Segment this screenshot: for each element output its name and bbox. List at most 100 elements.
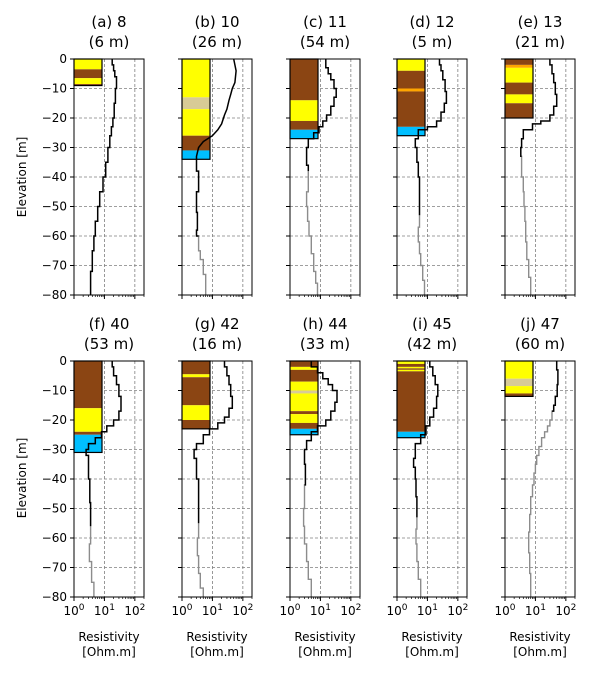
lithology-layer [290,428,318,435]
lithology-layer [505,378,533,387]
lithology-layer [290,361,318,367]
resistivity-profile-deep [196,523,205,597]
lithology-layer [505,59,533,65]
resistivity-profile-deep [520,155,532,295]
x-axis-unit: [Ohm.m] [298,645,352,659]
lithology-layer [74,431,102,435]
lithology-layer [290,120,318,130]
panel-title-distance: (54 m) [300,33,350,51]
lithology-layer [290,129,318,139]
lithology-layer [397,126,425,136]
y-tick-label: −70 [42,561,67,575]
resistivity-profile [414,59,448,216]
y-axis-label-bottom: Elevation [m] [15,438,29,519]
panel-title-label: (i) 45 [412,315,452,333]
lithology-layer [182,97,210,110]
x-tick-label: 102 [447,603,468,618]
lithology-layer [505,67,533,83]
lithology-layer [397,88,425,92]
panel-4: (d) 12 (5 m) [393,13,468,299]
y-tick-label: 0 [59,52,67,66]
lithology-layer [505,103,533,118]
lithology-layer [290,414,318,423]
lithology-layer [74,408,102,432]
lithology-layer [397,366,425,369]
lithology-layer [290,100,318,121]
lithology-layer [182,361,210,375]
lithology-layer [290,366,318,370]
panel-title-distance: (42 m) [407,335,457,353]
x-axis-unit: [Ohm.m] [405,645,459,659]
panel-title-label: (g) 42 [194,315,239,333]
panel-title-label: (b) 10 [194,13,239,31]
y-tick-label: −10 [42,82,67,96]
y-tick-label: −40 [42,472,67,486]
x-tick-label: 100 [386,603,407,618]
resistivity-profile-deep [417,215,426,295]
panel-title-distance: (33 m) [300,335,350,353]
y-tick-label: −20 [42,413,67,427]
lithology-layer [74,361,102,409]
lithology-layer [182,135,210,151]
panel-9: (i) 45 (42 m) 100 101 102 Resistivity[Ohm.m] [386,315,468,659]
lithology-layer [182,374,210,378]
x-tick-label: 100 [494,603,515,618]
lithology-layer [505,64,533,68]
y-tick-label: −80 [42,590,67,604]
lithology-layer [505,82,533,95]
resistivity-profile [305,59,337,172]
x-tick-label: 101 [94,603,115,618]
lithology-layer [182,420,210,429]
x-tick-label: 100 [63,603,84,618]
lithology-layer [397,361,425,364]
resistivity-profile [412,361,439,518]
y-tick-label: −20 [42,111,67,125]
resistivity-profile [552,361,559,412]
panel-6: (f) 40 (53 m) 0 −10 −20 −30 −40 −50 −60 −70 −80100… [42,315,146,659]
panel-title-label: (f) 40 [89,315,130,333]
panel-title-label: (e) 13 [518,13,563,31]
resistivity-profile [303,361,338,486]
panel-title-label: (c) 11 [303,13,347,31]
lithology-layer [290,369,318,382]
resistivity-profile-deep [302,484,312,597]
y-tick-label: −30 [42,141,67,155]
lithology-layer [290,411,318,415]
panel-title-label: (a) 8 [91,13,126,31]
panel-7: (g) 42 (16 m) 100 101 102 Resistivity[Ohm.m] [171,315,253,659]
lithology-layer [505,361,533,379]
panel-title-distance: (26 m) [192,33,242,51]
lithology-layer [397,91,425,127]
x-tick-label: 100 [279,603,300,618]
lithology-layer [182,150,210,160]
x-axis-label: Resistivity [401,630,462,644]
panel-title-distance: (53 m) [84,335,134,353]
panel-10: (j) 47 (60 m) 100 101 102 Resistivity[Ohm.m] [494,315,576,659]
resistivity-profile [520,59,558,158]
x-tick-label: 102 [232,603,253,618]
y-tick-label: 0 [59,354,67,368]
y-tick-label: −50 [42,502,67,516]
resistivity-profile [85,361,122,527]
x-axis-label: Resistivity [78,630,139,644]
y-tick-label: −60 [42,531,67,545]
resistivity-profile-deep [88,526,95,597]
panel-grid: (a) 8 (6 m) 0 −10 −20 −30 −40 −50 −60 −70 −80 (b) 1… [42,13,577,659]
lithology-layer [397,70,425,89]
panel-title-distance: (60 m) [515,335,565,353]
lithology-layer [290,381,318,391]
lithology-layer [182,59,210,98]
resistivity-profile [89,59,118,295]
lithology-layer [182,377,210,406]
lithology-layer [182,109,210,136]
x-axis-unit: [Ohm.m] [190,645,244,659]
lithology-layer [290,390,318,394]
lithology-layer [505,94,533,104]
x-tick-label: 101 [525,603,546,618]
panel-3: (c) 11 (54 m) [286,13,361,299]
lithology-layer [74,78,102,85]
y-tick-label: −80 [42,288,67,302]
lithology-layer [290,393,318,412]
y-axis-label-top: Elevation [m] [15,137,29,218]
panel-title-distance: (21 m) [515,33,565,51]
